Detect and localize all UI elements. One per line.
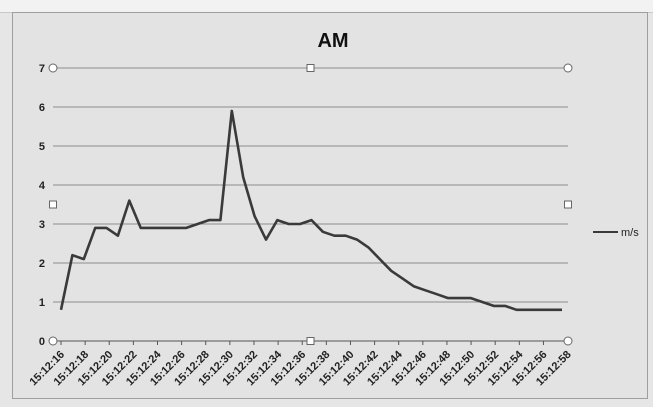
series-line-0 [59,109,562,312]
corner-resize-handle[interactable] [48,336,58,346]
legend-label-m-s: m/s [621,227,639,239]
y-tick-label: 2 [39,258,45,270]
corner-resize-handle[interactable] [48,63,58,73]
chart-frame[interactable]: AM 0 1 2 3 4 5 6 7 15:12:16 15:12:18 15:12:20 15:12… [12,12,648,399]
edge-resize-handle[interactable] [306,64,315,72]
y-tick-label: 5 [39,141,45,153]
edge-resize-handle[interactable] [564,200,572,209]
axis-layer: 0123456715:12:1615:12:1815:12:2015:12:22… [27,63,573,388]
chart-svg: AM 0123456715:12:1615:12:1815:12:2015:12… [27,30,639,388]
y-tick-label: 1 [39,297,45,309]
y-tick-label: 4 [39,180,46,192]
corner-resize-handle[interactable] [563,63,573,73]
edge-resize-handle[interactable] [306,337,315,345]
y-tick-label: 6 [39,102,45,114]
series-layer [59,109,562,312]
chart-title: AM [317,30,348,52]
edge-resize-handle[interactable] [49,200,57,209]
corner-resize-handle[interactable] [563,336,573,346]
y-tick-label: 7 [39,63,45,75]
legend: m/s [593,227,639,239]
selection-handles[interactable] [48,63,573,346]
y-tick-label: 0 [39,336,45,348]
y-tick-label: 3 [39,219,45,231]
